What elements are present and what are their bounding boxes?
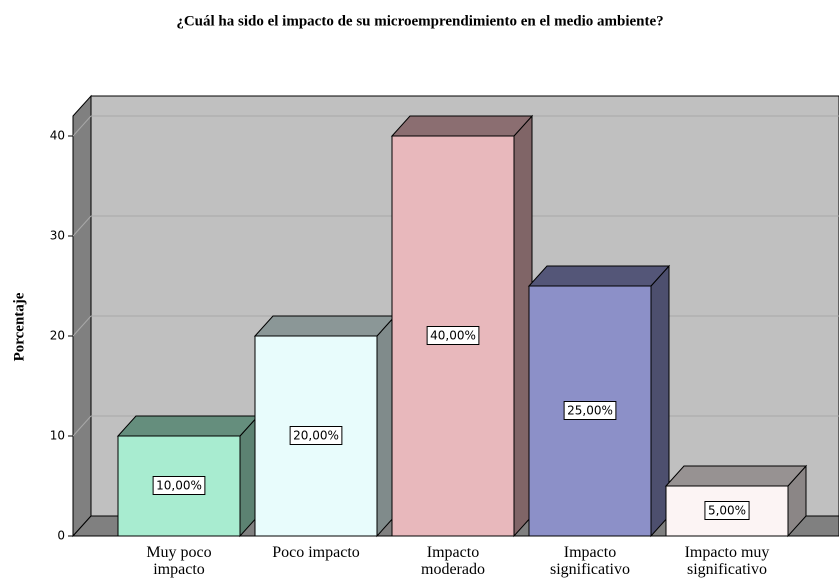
bar-top [664, 465, 808, 487]
y-tick-label: 20 [50, 329, 65, 343]
value-label: 10,00% [156, 479, 202, 493]
y-tick-label: 10 [50, 429, 65, 443]
value-label: 20,00% [293, 429, 339, 443]
value-label-box [289, 426, 343, 445]
x-tick-label: Muy poco impacto [146, 544, 212, 578]
grid-line [72, 215, 92, 237]
y-axis-label: Porcentaje [11, 292, 27, 361]
bar-top [527, 265, 671, 287]
grid-line [72, 315, 92, 337]
value-label: 5,00% [708, 504, 746, 518]
value-label-box [704, 501, 750, 520]
y-tick-label: 30 [50, 229, 65, 243]
x-tick-label: Poco impacto [272, 544, 360, 561]
x-tick-label: Impacto moderado [421, 544, 485, 578]
left-wall [72, 94, 92, 538]
value-label: 40,00% [430, 329, 476, 343]
value-label: 25,00% [567, 404, 613, 418]
y-tick-label: 40 [50, 129, 65, 143]
bar-top [253, 315, 397, 337]
chart-title: ¿Cuál ha sido el impacto de su microempr… [176, 13, 663, 29]
bar-top [116, 415, 260, 437]
bar-top [390, 115, 534, 137]
grid-line [72, 115, 92, 137]
grid-line [72, 415, 92, 437]
value-label-box [152, 476, 206, 495]
x-tick-label: Impacto muy significativo [684, 544, 770, 578]
y-tick-label: 0 [57, 529, 65, 543]
value-label-box [563, 401, 617, 420]
value-label-box [426, 326, 480, 345]
x-tick-label: Impacto significativo [550, 544, 630, 578]
